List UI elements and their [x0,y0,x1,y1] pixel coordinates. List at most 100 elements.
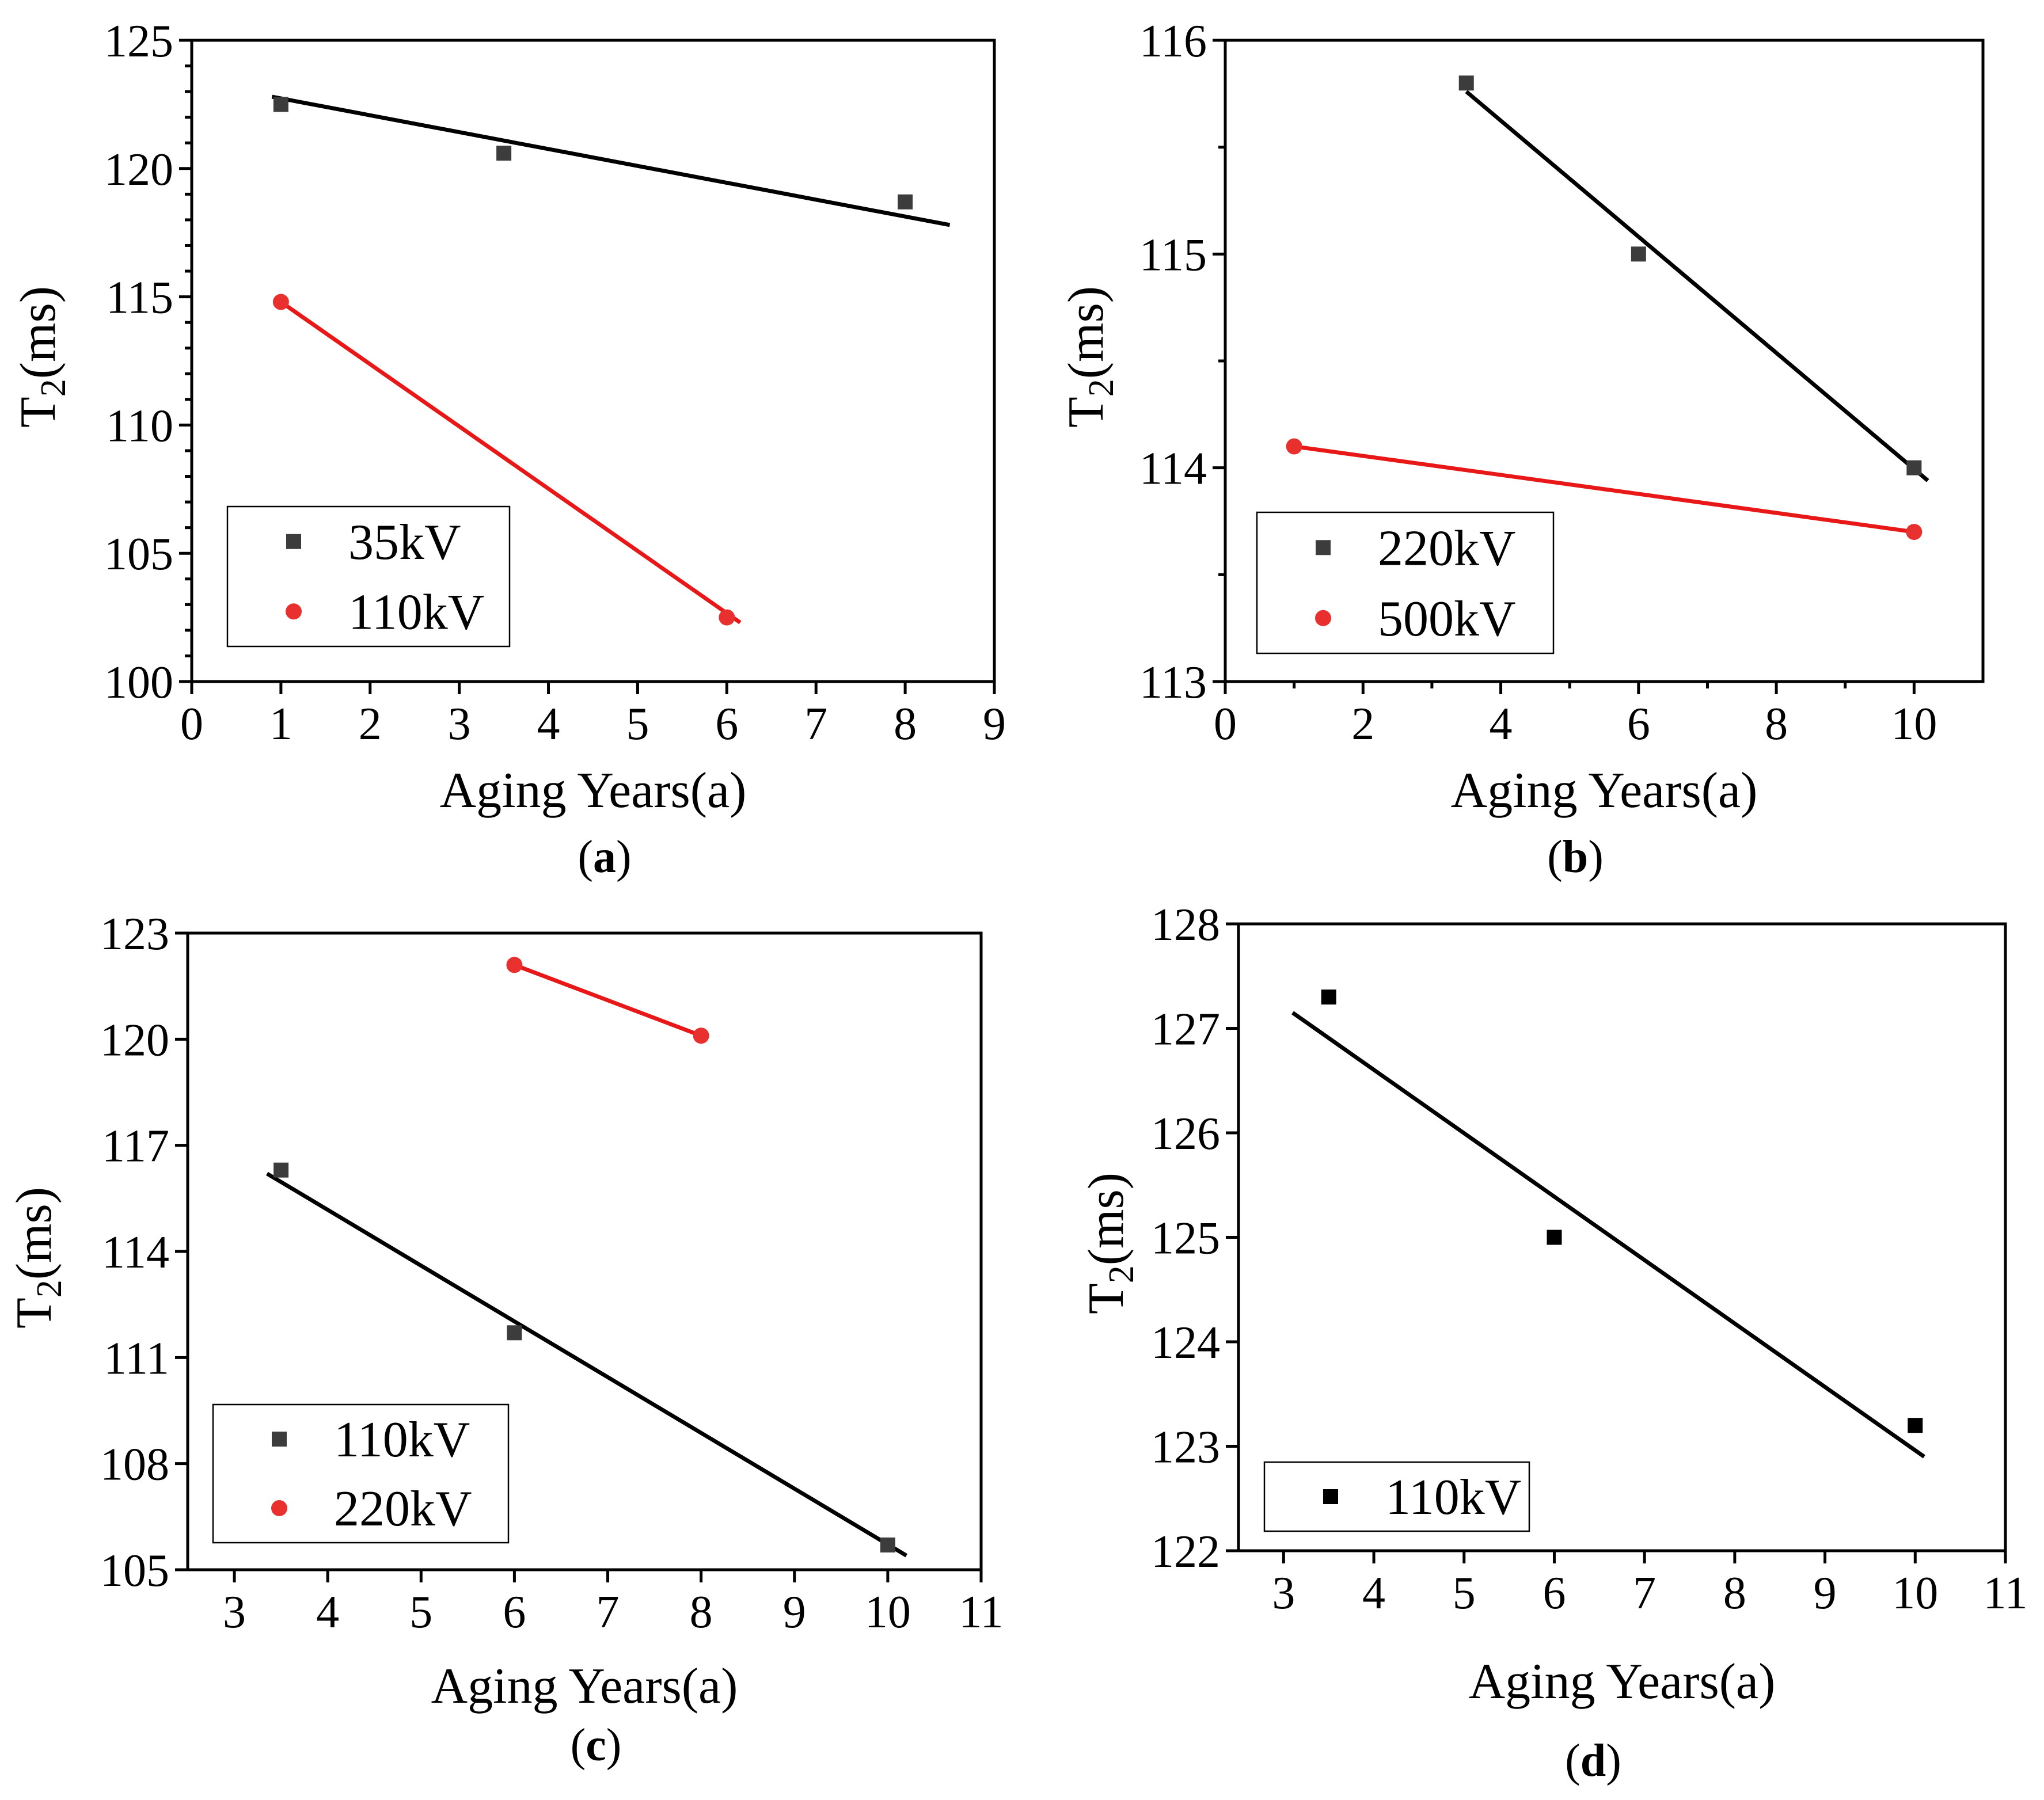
y-tick-label: 110 [106,401,173,451]
data-point-110kV [272,294,289,310]
y-tick-label: 114 [102,1227,169,1278]
y-tick-label: 116 [1139,16,1207,67]
y-axis-title-subscript: 2 [34,379,73,397]
data-point-220kV [693,1028,709,1044]
y-axis-title-rest: (ms) [6,1187,62,1280]
x-axis-title: Aging Years(a) [431,1658,738,1714]
x-tick-label: 4 [537,699,560,749]
legend-label-110kV: 110kV [1385,1470,1521,1525]
panel-label-letter: b [1563,832,1589,882]
fit-line-110kV [1291,1011,1925,1459]
legend-marker-110kV [286,603,302,620]
x-tick-label: 10 [865,1587,911,1638]
chart-panel-d: 3 4 5 6 7 8 9 10 11 122 123 124 125 126 127 128 Aging Ye… [1078,900,2028,1786]
data-point-500kV [1286,438,1302,455]
y-axis-title-subscript: 2 [30,1280,69,1297]
x-tick-label: 5 [626,699,649,749]
legend-marker-500kV [1315,610,1331,626]
y-tick-label: 126 [1151,1109,1220,1159]
x-tick-label: 2 [1351,699,1374,749]
y-tick-label: 125 [1151,1213,1220,1264]
panel-label-close: ) [1606,1736,1621,1786]
x-tick-label: 8 [1723,1568,1746,1619]
legend-marker-110kV [1323,1489,1338,1504]
y-tick-label: 105 [104,529,173,580]
y-tick-label: 124 [1151,1318,1220,1368]
data-point-35kV [496,146,512,161]
y-axis-title: T2(ms) [6,1187,69,1329]
x-tick-label: 9 [983,699,1006,749]
legend-box [226,505,511,648]
data-point-220kV [1906,460,1922,475]
y-axis-title-rest: (ms) [1078,1173,1134,1265]
x-tick-label: 11 [1983,1568,2027,1619]
panel-label-letter: c [586,1720,606,1771]
y-axis-title-rest: (ms) [10,286,66,379]
y-axis-title-main: T [6,1297,62,1329]
panel-label-close: ) [616,832,632,882]
panel-label-open: ( [1565,1736,1581,1786]
data-point-220kV [506,957,523,973]
y-axis-title-main: T [10,397,66,428]
y-axis-title-subscript: 2 [1102,1265,1141,1283]
y-tick-label: 113 [1139,657,1207,708]
x-tick-label: 8 [690,1587,713,1638]
x-tick-label: 5 [1453,1568,1476,1619]
x-tick-label: 0 [1214,699,1237,749]
x-tick-label: 7 [597,1587,620,1638]
legend-marker-110kV [272,1432,287,1447]
legend-label-220kV: 220kV [1378,520,1516,576]
x-tick-label: 3 [223,1587,246,1638]
y-tick-label: 100 [104,657,173,708]
panel-label-letter: d [1581,1736,1606,1786]
x-tick-label: 10 [1891,699,1937,749]
legend: 110kV 220kV [212,1403,510,1544]
legend-label-220kV: 220kV [334,1481,472,1537]
fit-line-500kV [1294,444,1914,534]
x-tick-label: 6 [1627,699,1650,749]
y-tick-label: 120 [104,144,173,195]
panel-label-open: ( [571,1720,586,1771]
x-tick-label: 5 [409,1587,432,1638]
x-tick-label: 11 [959,1587,1003,1638]
legend-label-110kV: 110kV [348,584,484,640]
x-tick-label: 9 [1814,1568,1837,1619]
x-tick-label: 6 [715,699,738,749]
legend-box [1263,1461,1530,1532]
data-point-110kV [1908,1418,1923,1433]
y-tick-label: 120 [100,1015,169,1065]
data-point-110kV [1547,1230,1562,1245]
x-tick-label: 4 [316,1587,339,1638]
data-point-220kV [1631,246,1646,262]
y-tick-label: 111 [104,1333,169,1384]
y-tick-label: 123 [1151,1422,1220,1473]
data-point-110kV [719,609,735,626]
data-point-500kV [1906,524,1923,541]
y-axis-title-rest: (ms) [1058,286,1114,379]
y-tick-label: 115 [1139,230,1207,280]
legend-box [1256,511,1555,654]
plot-frame [190,39,996,683]
y-tick-label: 125 [104,16,173,67]
legend-marker-35kV [286,534,301,549]
legend: 110kV [1263,1461,1530,1532]
x-tick-label: 7 [1633,1568,1656,1619]
x-tick-label: 7 [804,699,827,749]
data-point-35kV [898,194,913,210]
x-axis-title: Aging Years(a) [1451,763,1758,819]
legend-label-110kV: 110kV [334,1412,470,1468]
x-tick-label: 6 [503,1587,526,1638]
data-point-220kV [1458,75,1474,91]
x-tick-label: 1 [269,699,292,749]
panel-label: (d) [1565,1736,1621,1786]
panel-label: (c) [571,1720,622,1771]
legend-marker-220kV [1316,540,1331,555]
y-axis-title-main: T [1058,397,1114,428]
x-tick-label: 8 [894,699,917,749]
x-tick-label: 3 [448,699,471,749]
fit-line-35kV [271,94,951,227]
y-axis-title: T2(ms) [1078,1173,1141,1314]
y-tick-label: 127 [1151,1004,1220,1055]
x-tick-label: 4 [1362,1568,1385,1619]
